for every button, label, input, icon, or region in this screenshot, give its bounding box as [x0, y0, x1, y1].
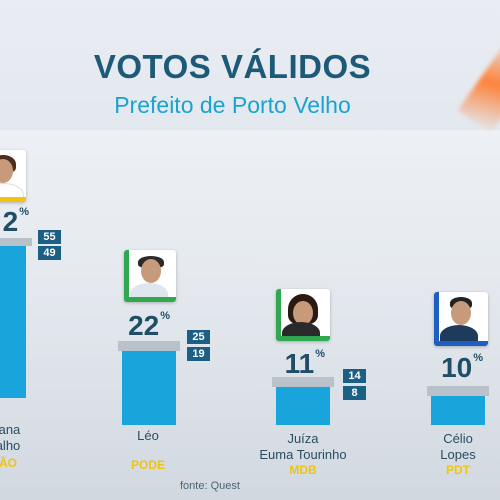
- candidate-party-3: MDB: [289, 463, 317, 477]
- candidate-name-4: Célio Lopes: [440, 431, 476, 462]
- candidate-photo-4: [434, 292, 488, 346]
- bar-2: [122, 351, 176, 425]
- candidate-name-3: Juíza Euma Tourinho: [259, 431, 347, 462]
- range-high-2: 25: [187, 330, 210, 344]
- chart-panel: [0, 130, 500, 500]
- chart-title: VOTOS VÁLIDOS: [93, 48, 372, 85]
- bar-cap-1: [0, 238, 32, 246]
- candidate-party-4: PDT: [446, 463, 470, 477]
- party-accent: [0, 197, 26, 202]
- candidate-photo-1: [0, 150, 26, 202]
- bar-cap-3: [272, 377, 334, 387]
- candidate-name-2: Léo: [137, 428, 159, 443]
- candidate-percent-3: 11%: [284, 348, 325, 379]
- range-low-1: 49: [38, 246, 61, 260]
- bar-4: [431, 396, 485, 425]
- bar-1: [0, 246, 26, 398]
- party-accent: [434, 292, 439, 346]
- party-accent: [124, 250, 129, 302]
- bar-cap-4: [427, 386, 489, 396]
- candidate-party-1: ÃO: [0, 456, 17, 470]
- chart-subtitle: Prefeito de Porto Velho: [114, 92, 351, 118]
- candidate-percent-1: 2%: [2, 206, 29, 237]
- bar-cap-2: [118, 341, 180, 351]
- source-note: fonte: Quest: [180, 480, 240, 492]
- candidate-party-2: PODE: [130, 458, 165, 472]
- candidate-photo-3: [276, 289, 330, 341]
- party-accent: [276, 289, 281, 341]
- range-high-1: 55: [38, 230, 61, 244]
- candidate-name-1: ianaalho: [0, 422, 21, 453]
- range-low-2: 19: [187, 347, 210, 361]
- candidate-percent-4: 10%: [441, 352, 483, 383]
- bar-3: [276, 387, 330, 425]
- range-low-3: 8: [343, 386, 366, 400]
- range-high-3: 14: [343, 369, 366, 383]
- candidate-percent-2: 22%: [128, 310, 170, 341]
- candidate-photo-2: [124, 250, 176, 302]
